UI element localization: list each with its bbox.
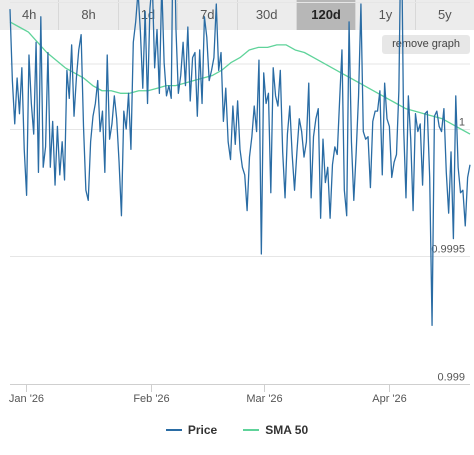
remove-graph-button[interactable]: remove graph — [382, 35, 470, 54]
tab-8h[interactable]: 8h — [59, 0, 119, 30]
legend-swatch-sma — [243, 429, 260, 431]
y-tick-label: 0.999 — [437, 372, 465, 384]
tab-1y[interactable]: 1y — [356, 0, 416, 30]
tab-120d[interactable]: 120d — [296, 0, 357, 30]
tab-30d[interactable]: 30d — [237, 0, 297, 30]
legend-item-price[interactable]: Price — [165, 423, 218, 437]
tab-7d[interactable]: 7d — [178, 0, 238, 30]
legend-item-sma[interactable]: SMA 50 — [243, 423, 308, 437]
series-line-price — [9, 0, 471, 326]
timeframe-tabs: 4h 8h 1d 7d 30d 120d 1y 5y — [0, 0, 474, 30]
legend-swatch-price — [165, 429, 182, 431]
x-tick-label: Feb '26 — [133, 393, 169, 405]
x-tick-label: Mar '26 — [246, 393, 282, 405]
series-line-sma-50 — [9, 21, 471, 135]
y-tick-label: 1.0005 — [431, 0, 465, 2]
y-tick-label: 0.9995 — [431, 244, 465, 256]
tab-1d[interactable]: 1d — [118, 0, 179, 30]
legend-label-sma: SMA 50 — [265, 423, 309, 437]
x-tick-label: Jan '26 — [9, 393, 44, 405]
y-tick-label: 1 — [459, 117, 465, 129]
x-tick-label: Apr '26 — [372, 393, 407, 405]
tab-5y[interactable]: 5y — [415, 0, 474, 30]
legend-label-price: Price — [187, 423, 218, 437]
chart-legend: Price SMA 50 — [0, 421, 474, 439]
